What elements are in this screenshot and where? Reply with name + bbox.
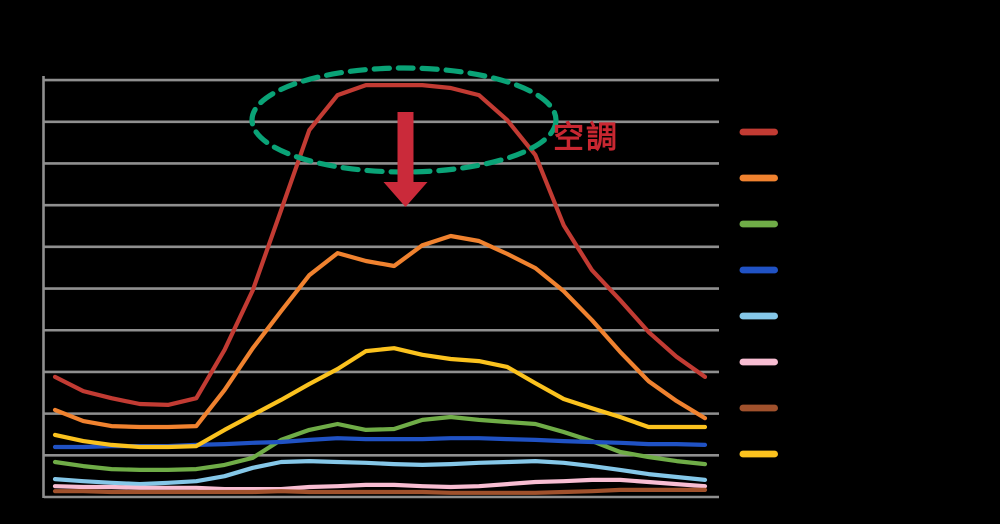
series-line-orange	[52, 233, 708, 430]
series-line-light-blue	[52, 459, 708, 487]
down-arrow-icon	[383, 112, 428, 207]
legend-swatch-brown	[739, 404, 778, 412]
series-line-brown	[52, 487, 708, 495]
legend-swatch-light-blue	[739, 312, 778, 320]
legend-swatch-pink	[739, 358, 778, 366]
annotation-air-conditioning-label: 空調	[553, 120, 619, 156]
series-line-yellow	[52, 346, 708, 450]
legend-swatch-orange	[739, 174, 778, 182]
series-line-red	[52, 82, 708, 407]
series-line-pink	[52, 477, 708, 492]
legend-swatch-blue	[739, 266, 778, 274]
legend-swatch-yellow	[739, 450, 778, 458]
legend-swatch-green	[739, 220, 778, 228]
legend-swatch-red	[739, 128, 778, 136]
